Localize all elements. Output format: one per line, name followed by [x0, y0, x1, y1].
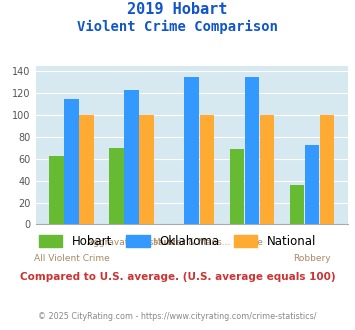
Bar — [49, 155, 64, 224]
Bar — [64, 99, 79, 224]
Bar — [80, 115, 94, 224]
Text: Violent Crime Comparison: Violent Crime Comparison — [77, 20, 278, 34]
Bar — [109, 148, 124, 224]
Text: Murder & Mans...: Murder & Mans... — [153, 238, 230, 247]
Text: All Violent Crime: All Violent Crime — [34, 254, 109, 263]
Bar — [185, 77, 199, 224]
Bar — [245, 77, 259, 224]
Text: Rape: Rape — [240, 238, 263, 247]
Text: Aggravated Assault: Aggravated Assault — [87, 238, 176, 247]
Bar — [230, 149, 244, 224]
Bar — [290, 185, 304, 224]
Text: © 2025 CityRating.com - https://www.cityrating.com/crime-statistics/: © 2025 CityRating.com - https://www.city… — [38, 312, 317, 321]
Bar — [320, 115, 334, 224]
Bar — [140, 115, 154, 224]
Bar — [305, 145, 319, 224]
Text: Compared to U.S. average. (U.S. average equals 100): Compared to U.S. average. (U.S. average … — [20, 272, 335, 282]
Bar — [200, 115, 214, 224]
Bar — [124, 90, 139, 224]
Bar — [260, 115, 274, 224]
Text: 2019 Hobart: 2019 Hobart — [127, 2, 228, 16]
Text: Robbery: Robbery — [293, 254, 331, 263]
Legend: Hobart, Oklahoma, National: Hobart, Oklahoma, National — [34, 231, 321, 253]
